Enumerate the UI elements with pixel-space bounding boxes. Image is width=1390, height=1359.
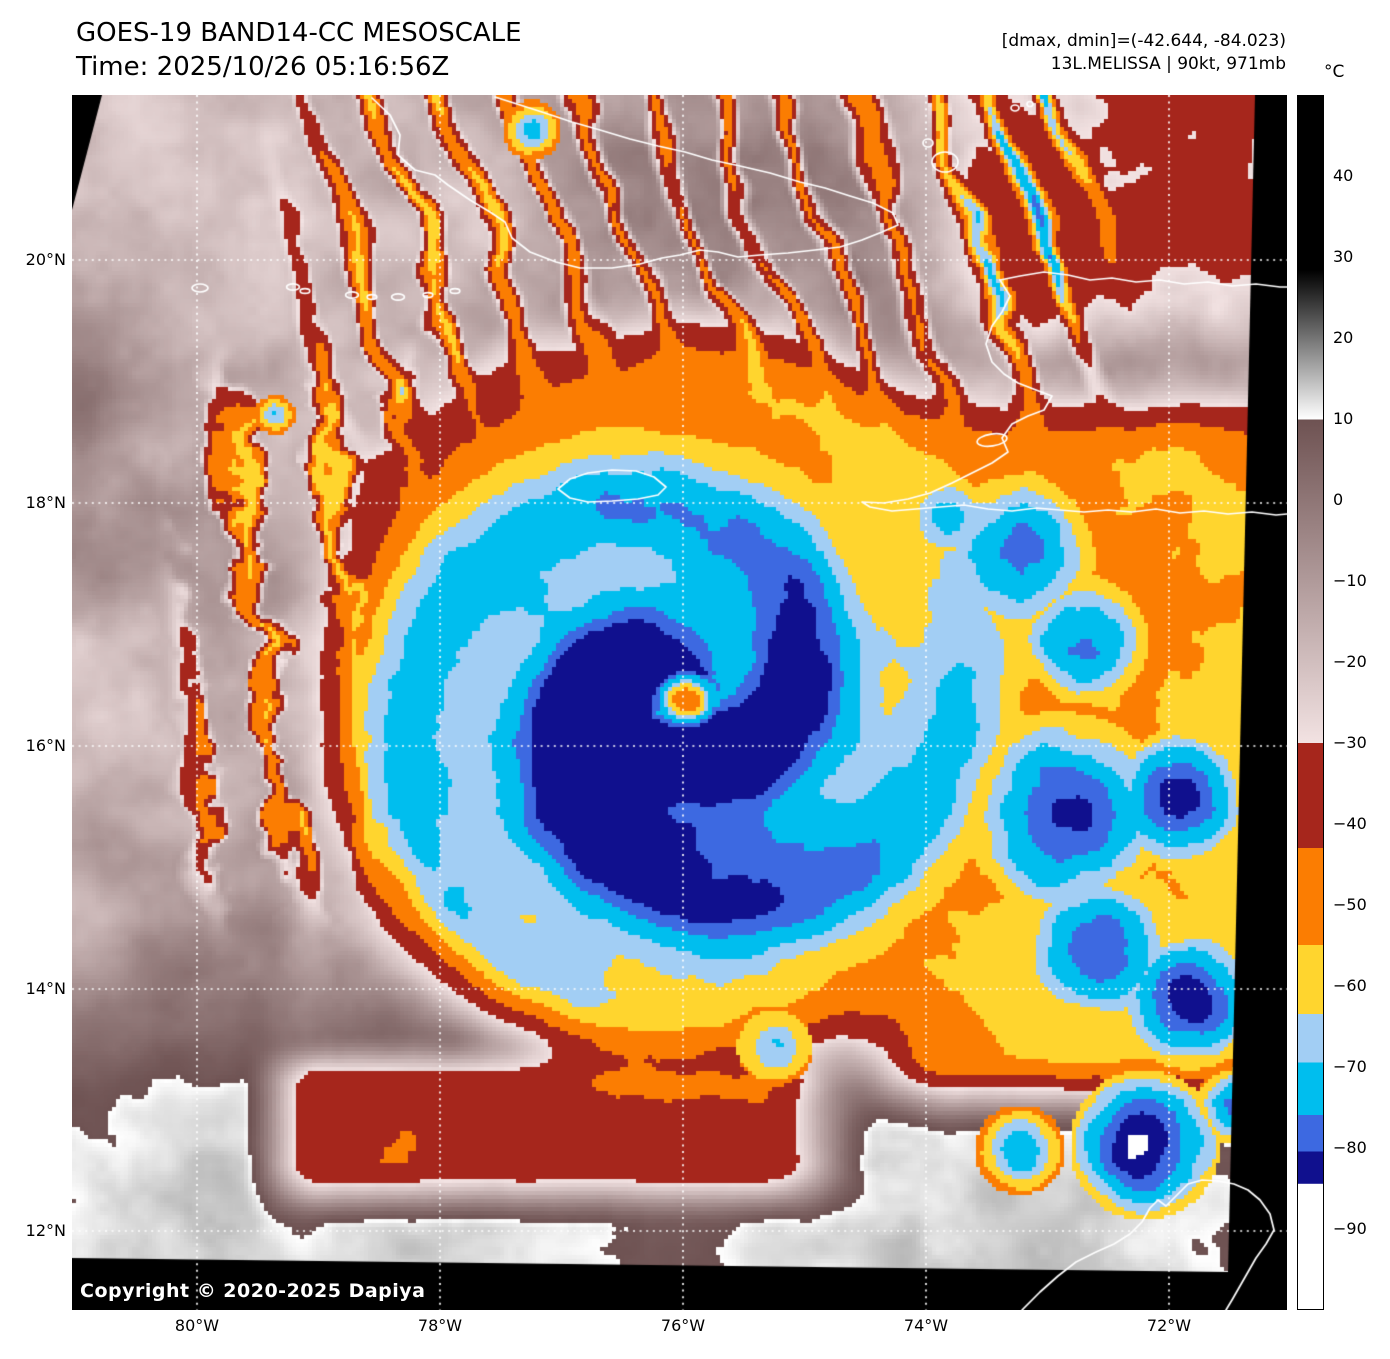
dmax-dmin-readout: [dmax, dmin]=(-42.644, -84.023) xyxy=(1001,31,1286,51)
colorbar-tick-label: 40 xyxy=(1333,166,1354,185)
colorbar-tick-label: −10 xyxy=(1333,571,1367,590)
colorbar-tick-label: −70 xyxy=(1333,1057,1367,1076)
colorbar-tick-label: −50 xyxy=(1333,895,1367,914)
page-title: GOES-19 BAND14-CC MESOSCALE xyxy=(76,18,522,48)
colorbar-tick-label: −80 xyxy=(1333,1138,1367,1157)
lon-label: 78°W xyxy=(417,1316,463,1335)
lat-label: 16°N xyxy=(25,736,66,755)
colorbar-tick-label: −30 xyxy=(1333,733,1367,752)
temperature-colorbar xyxy=(1297,95,1324,1310)
lat-label: 14°N xyxy=(25,979,66,998)
lon-label: 72°W xyxy=(1146,1316,1192,1335)
lat-label: 20°N xyxy=(25,250,66,269)
satellite-plot-area: Copyright © 2020-2025 Dapiya xyxy=(72,95,1287,1310)
lat-label: 18°N xyxy=(25,493,66,512)
colorbar-tick-label: −40 xyxy=(1333,814,1367,833)
storm-info: 13L.MELISSA | 90kt, 971mb xyxy=(1050,54,1286,74)
lon-label: 76°W xyxy=(660,1316,706,1335)
timestamp: Time: 2025/10/26 05:16:56Z xyxy=(76,52,450,82)
header-info-block: [dmax, dmin]=(-42.644, -84.023) 13L.MELI… xyxy=(1002,30,1286,76)
colorbar-unit-label: °C xyxy=(1324,62,1345,82)
colorbar-tick-label: −60 xyxy=(1333,976,1367,995)
colorbar-tick-label: 0 xyxy=(1333,490,1344,509)
colorbar-tick-label: 30 xyxy=(1333,247,1354,266)
colorbar-tick-label: 10 xyxy=(1333,409,1354,428)
copyright-text: Copyright © 2020-2025 Dapiya xyxy=(80,1280,426,1302)
header-title-block: GOES-19 BAND14-CC MESOSCALE Time: 2025/1… xyxy=(76,16,522,84)
colorbar-tick-label: −20 xyxy=(1333,652,1367,671)
satellite-image-canvas xyxy=(72,95,1287,1310)
colorbar-tick-label: 20 xyxy=(1333,328,1354,347)
lat-label: 12°N xyxy=(25,1221,66,1240)
lon-label: 80°W xyxy=(174,1316,220,1335)
lon-label: 74°W xyxy=(903,1316,949,1335)
colorbar-tick-label: −90 xyxy=(1333,1219,1367,1238)
